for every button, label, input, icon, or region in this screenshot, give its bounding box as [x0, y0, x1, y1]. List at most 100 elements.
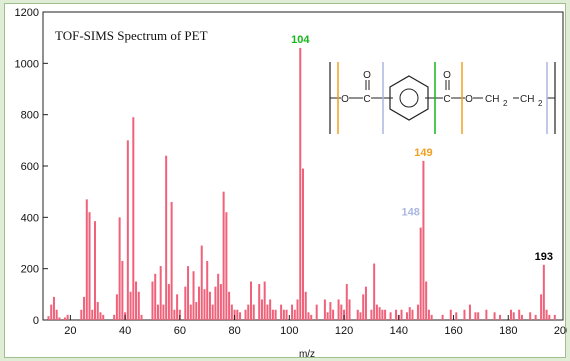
spectrum-bar-141: [400, 309, 403, 320]
spectrum-bar-164: [463, 309, 466, 320]
y-tick-label: 400: [21, 212, 39, 224]
spectrum-bar-120: [343, 309, 346, 320]
spectrum-bar-94: [271, 309, 274, 320]
spectrum-bar-42: [129, 291, 132, 320]
spectrum-bar-85: [247, 304, 250, 320]
spectrum-bar-58: [173, 309, 176, 320]
spectrum-bar-159: [449, 309, 452, 320]
spectrum-bar-30: [96, 302, 99, 320]
spectrum-bar-104: [299, 47, 302, 320]
spectrum-bar-41: [126, 140, 129, 320]
spectrum-bar-172: [485, 309, 488, 320]
spectrum-bar-54: [162, 304, 165, 320]
spectrum-bar-76: [222, 191, 225, 320]
spectrum-bar-101: [291, 304, 294, 320]
spectrum-bar-37: [115, 294, 118, 320]
spectrum-bar-65: [192, 271, 195, 320]
spectrum-bar-125: [356, 309, 359, 320]
atom-subscript: 2: [538, 99, 543, 108]
peak-label-148: 148: [402, 207, 420, 219]
y-tick-label: 0: [33, 315, 39, 327]
peak-label-193: 193: [535, 251, 553, 263]
spectrum-bar-188: [529, 312, 532, 320]
atom-subscript: 2: [503, 99, 508, 108]
spectrum-bar-139: [395, 309, 398, 320]
spectrum-bar-131: [373, 263, 376, 320]
spectrum-bar-151: [427, 309, 430, 320]
spectrum-bar-110: [315, 304, 318, 320]
spectrum-bars: [47, 47, 556, 320]
spectrum-bar-19: [66, 314, 69, 320]
x-tick-label: 120: [335, 325, 353, 337]
spectrum-bar-86: [250, 281, 252, 320]
spectrum-bar-144: [408, 307, 411, 320]
x-tick-label: 140: [390, 325, 408, 337]
spectrum-bar-63: [187, 266, 190, 320]
spectrum-bar-161: [455, 312, 458, 320]
y-tick-label: 1000: [15, 58, 39, 70]
spectrum-bar-192: [540, 294, 543, 320]
y-tick-label: 800: [21, 110, 39, 122]
spectrum-bar-74: [217, 273, 220, 320]
atom-label: O: [341, 94, 349, 105]
spectrum-bar-91: [263, 281, 266, 320]
spectrum-bar-147: [416, 304, 419, 320]
spectrum-bar-62: [184, 286, 187, 320]
spectrum-bar-177: [499, 314, 502, 320]
spectrum-bar-56: [167, 284, 170, 320]
spectrum-bar-75: [219, 284, 222, 320]
spectrum-bar-115: [329, 302, 332, 320]
spectrum-bar-148: [419, 227, 422, 320]
spectrum-bar-127: [362, 294, 365, 320]
spectrum-bar-32: [102, 314, 105, 320]
spectrum-bar-195: [548, 314, 551, 320]
spectrum-bar-97: [280, 304, 283, 320]
spectrum-bar-55: [165, 155, 168, 320]
atom-label: O: [443, 70, 451, 81]
benzene-ring: [389, 75, 429, 121]
spectrum-bar-118: [337, 299, 340, 320]
spectrum-bar-197: [553, 314, 556, 320]
spectrum-bar-130: [370, 309, 373, 320]
spectrum-bar-39: [121, 260, 124, 320]
spectrum-bar-103: [296, 299, 299, 320]
spectrum-bar-143: [406, 312, 408, 320]
atom-label: C: [363, 94, 370, 105]
spectrum-bar-149: [422, 160, 425, 320]
spectrum-bar-43: [132, 117, 135, 320]
spectrum-bar-59: [176, 294, 179, 320]
spectrum-bar-121: [345, 284, 348, 320]
benzene-ring-circle: [399, 88, 419, 108]
spectrum-bar-181: [510, 309, 512, 320]
spectrum-bar-57: [170, 201, 173, 320]
spectrum-bar-79: [230, 304, 233, 320]
spectrum-bar-60: [178, 309, 181, 320]
spectrum-bar-169: [477, 312, 480, 320]
spectrum-bar-77: [225, 212, 228, 320]
spectrum-bar-73: [214, 286, 217, 320]
spectrum-bar-184: [518, 309, 521, 320]
x-axis: 20 40 60 80 100 120 140 160 180 200: [64, 315, 567, 337]
spectrum-bar-105: [302, 168, 304, 320]
spectrum-bar-25: [83, 296, 86, 320]
spectrum-bar-126: [359, 312, 362, 320]
spectrum-bar-71: [208, 291, 211, 320]
spectrum-bar-13: [50, 304, 53, 320]
spectrum-bar-18: [63, 317, 66, 320]
x-axis-label: m/z: [299, 349, 315, 359]
spectrum-bar-106: [304, 291, 307, 320]
x-tick-label: 60: [174, 325, 186, 337]
spectrum-bar-24: [80, 309, 83, 320]
spectrum-bar-50: [151, 281, 154, 320]
spectrum-bar-64: [189, 304, 192, 320]
spectrum-bar-150: [425, 281, 428, 320]
spectrum-bar-102: [293, 309, 296, 320]
spectrum-bar-93: [269, 299, 272, 320]
spectrum-bar-12: [47, 316, 50, 320]
spectrum-bar-92: [266, 304, 269, 320]
spectrum-bar-193: [542, 264, 545, 320]
spectrum-bar-68: [200, 245, 203, 320]
spectrum-bar-15: [55, 309, 58, 320]
y-tick-label: 600: [21, 161, 39, 173]
spectrum-bar-137: [389, 312, 392, 320]
